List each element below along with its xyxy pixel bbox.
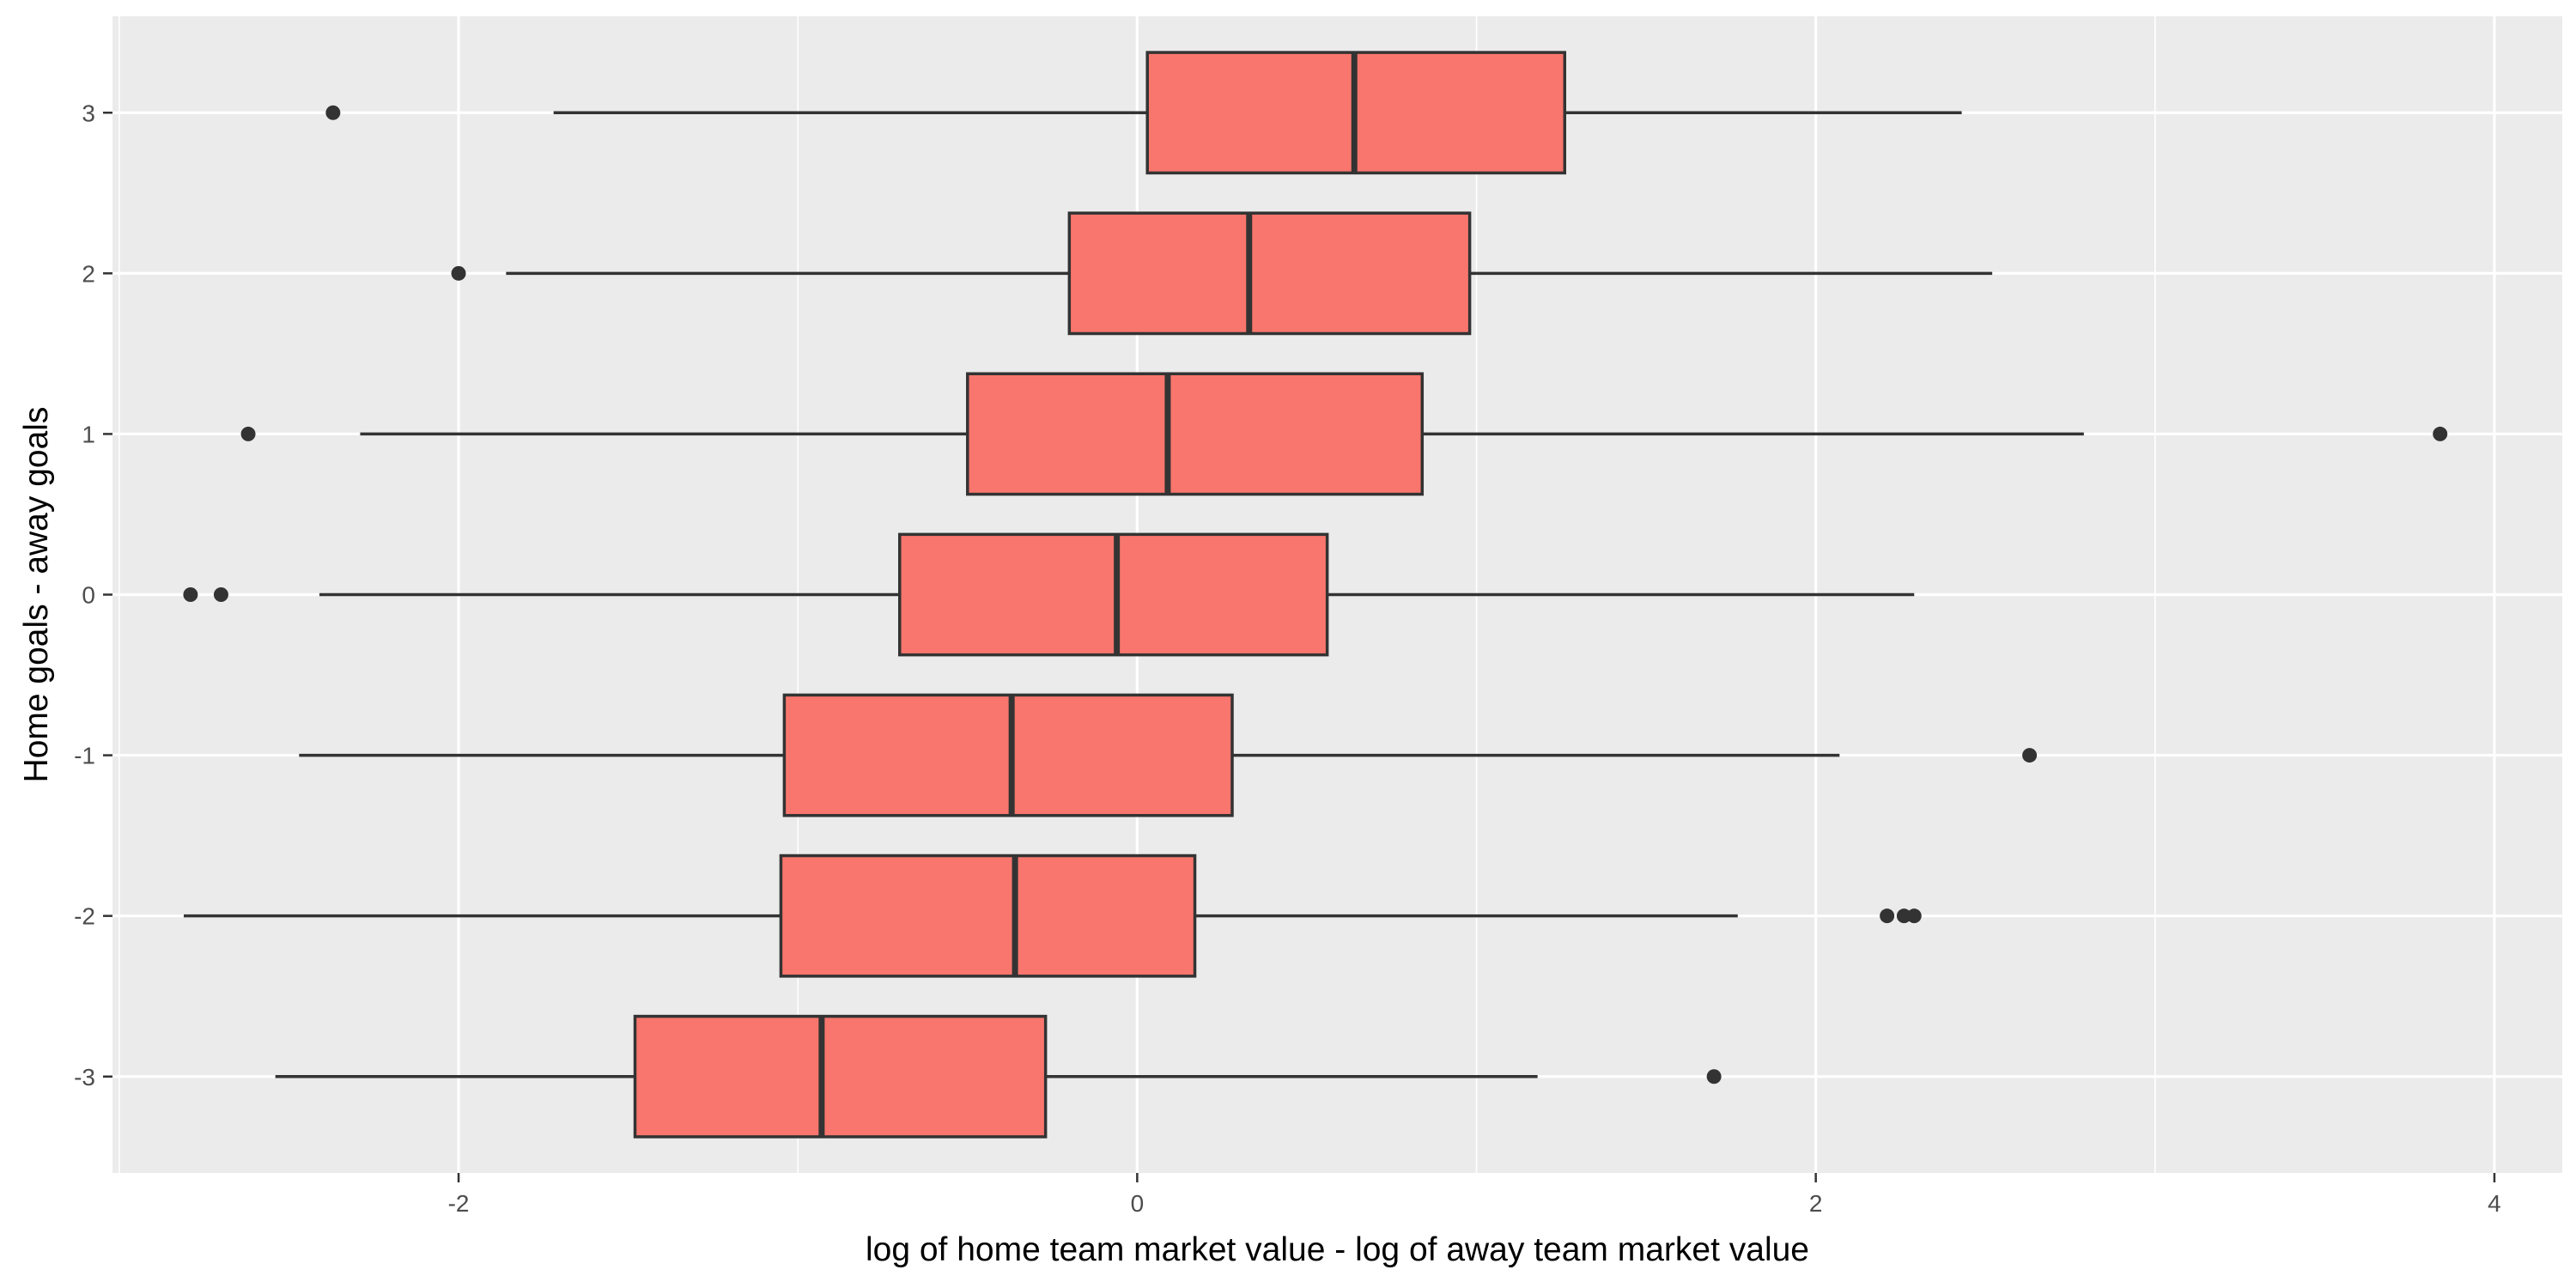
outlier-point bbox=[2433, 426, 2448, 441]
outlier-point bbox=[1906, 908, 1922, 924]
box-iqr bbox=[779, 854, 1197, 978]
y-tick-label: 2 bbox=[82, 260, 95, 287]
outlier-point bbox=[1880, 908, 1895, 924]
y-tick-label: -1 bbox=[74, 743, 95, 769]
axes: -2 0 2 4 -3 -2 -1 0 1 2 3 bbox=[74, 100, 2501, 1217]
box-category-2 bbox=[451, 211, 1993, 336]
box-category-3 bbox=[325, 51, 1962, 175]
y-tick-label: 0 bbox=[82, 582, 95, 609]
x-tick-label: -2 bbox=[448, 1190, 470, 1217]
box-category--3 bbox=[275, 1014, 1722, 1139]
outlier-point bbox=[325, 105, 341, 120]
y-tick-label: 3 bbox=[82, 100, 95, 126]
x-tick-label: 2 bbox=[1809, 1190, 1823, 1217]
box-category--1 bbox=[299, 693, 2038, 817]
x-tick-label: 4 bbox=[2488, 1190, 2501, 1217]
y-tick-label: 1 bbox=[82, 421, 95, 447]
box-iqr bbox=[1067, 211, 1472, 336]
outlier-point bbox=[1706, 1069, 1722, 1084]
x-axis-title: log of home team market value - log of a… bbox=[866, 1231, 1809, 1268]
outlier-point bbox=[240, 426, 256, 441]
outlier-point bbox=[183, 587, 198, 602]
box-iqr bbox=[898, 532, 1329, 657]
outlier-point bbox=[2022, 748, 2038, 763]
y-tick-label: -2 bbox=[74, 903, 95, 930]
box-category-1 bbox=[240, 372, 2448, 496]
box-iqr bbox=[966, 372, 1425, 496]
outlier-point bbox=[1896, 908, 1911, 924]
box-category-0 bbox=[183, 532, 1915, 657]
box-category--2 bbox=[183, 854, 1922, 978]
outlier-point bbox=[451, 265, 466, 281]
y-axis-title: Home goals - away goals bbox=[18, 407, 55, 783]
y-tick-label: -3 bbox=[74, 1064, 95, 1091]
x-tick-label: 0 bbox=[1131, 1190, 1145, 1217]
boxes bbox=[183, 51, 2448, 1139]
box-iqr bbox=[633, 1014, 1048, 1139]
box-iqr bbox=[782, 693, 1234, 817]
outlier-point bbox=[213, 587, 228, 602]
